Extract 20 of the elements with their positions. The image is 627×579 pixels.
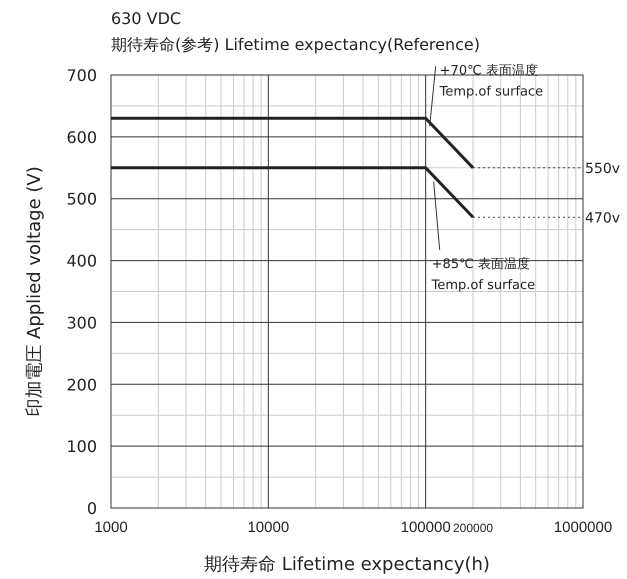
x-tick-label: 10000 — [247, 519, 290, 536]
y-tick-label: 400 — [66, 252, 97, 271]
annotation: 470v — [585, 210, 620, 226]
y-axis-title: 印加電圧 Applied voltage (V) — [24, 166, 45, 417]
series-label: +70℃ 表面温度 Temp.of surface — [438, 62, 544, 100]
x-tick-label: 200000 — [453, 521, 494, 535]
y-tick-label: 600 — [66, 128, 97, 147]
x-tick-label: 1000000 — [554, 519, 612, 536]
y-tick-label: 200 — [66, 375, 97, 394]
x-axis-title: 期待寿命 Lifetime expectancy(h) — [204, 554, 490, 575]
y-tick-label: 300 — [66, 313, 97, 332]
annotation: 550v — [585, 160, 620, 177]
x-tick-label: 1000 — [94, 519, 128, 536]
y-tick-label: 500 — [66, 190, 97, 209]
y-tick-label: 0 — [86, 499, 97, 518]
y-tick-label: 700 — [66, 66, 97, 85]
chart-subtitle: 期待寿命(参考) Lifetime expectancy(Reference) — [111, 35, 480, 54]
chart-title: 630 VDC — [111, 9, 182, 28]
y-tick-label: 100 — [66, 437, 97, 456]
x-tick-label: 100000 — [400, 519, 451, 536]
